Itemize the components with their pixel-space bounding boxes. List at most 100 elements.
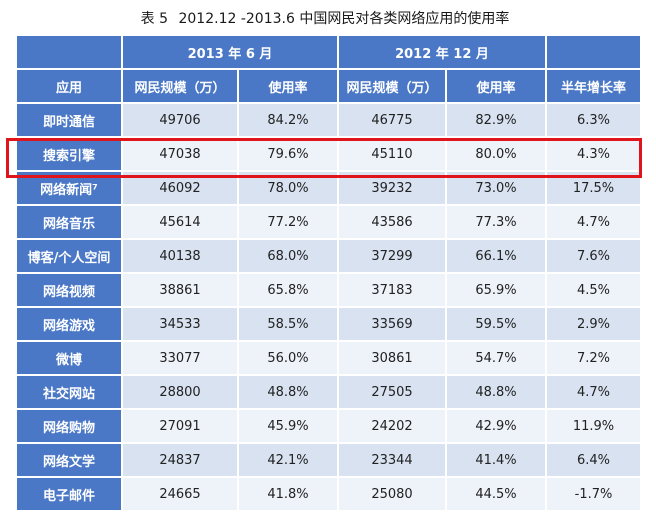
cell-users-2012: 39232 bbox=[339, 172, 445, 204]
cell-rate-2012: 41.4% bbox=[447, 444, 546, 476]
header-users-2012: 网民规模（万） bbox=[339, 70, 445, 102]
cell-users-2012: 24202 bbox=[339, 410, 445, 442]
cell-rate-2012: 54.7% bbox=[447, 342, 546, 374]
cell-growth: 17.5% bbox=[547, 172, 641, 204]
cell-users-2013: 40138 bbox=[123, 240, 237, 272]
table-row: 博客/个人空间 40138 68.0% 37299 66.1% 7.6% bbox=[17, 240, 641, 272]
cell-rate-2013: 77.2% bbox=[239, 206, 337, 238]
cell-users-2012: 45110 bbox=[339, 138, 445, 170]
cell-users-2013: 38861 bbox=[123, 274, 237, 306]
table-row: 网络音乐 45614 77.2% 43586 77.3% 4.7% bbox=[17, 206, 641, 238]
cell-growth: 4.7% bbox=[547, 376, 641, 408]
row-app-name: 搜索引擎 bbox=[17, 138, 121, 170]
header-blank-right bbox=[547, 36, 641, 68]
cell-users-2012: 37183 bbox=[339, 274, 445, 306]
table-row: 社交网站 28800 48.8% 27505 48.8% 4.7% bbox=[17, 376, 641, 408]
table-body: 即时通信 49706 84.2% 46775 82.9% 6.3% 搜索引擎 47038 79.… bbox=[17, 104, 641, 510]
cell-users-2012: 27505 bbox=[339, 376, 445, 408]
row-app-name: 网络文学 bbox=[17, 444, 121, 476]
cell-growth: 7.6% bbox=[547, 240, 641, 272]
cell-rate-2012: 42.9% bbox=[447, 410, 546, 442]
header-rate-2012: 使用率 bbox=[447, 70, 546, 102]
usage-table: 2013 年 6 月 2012 年 12 月 应用 网民规模（万） 使用率 网民… bbox=[15, 34, 642, 512]
cell-growth: -1.7% bbox=[547, 478, 641, 510]
cell-users-2012: 37299 bbox=[339, 240, 445, 272]
cell-rate-2013: 45.9% bbox=[239, 410, 337, 442]
cell-rate-2013: 41.8% bbox=[239, 478, 337, 510]
cell-rate-2012: 65.9% bbox=[447, 274, 546, 306]
cell-rate-2013: 56.0% bbox=[239, 342, 337, 374]
row-app-name: 社交网站 bbox=[17, 376, 121, 408]
cell-growth: 6.3% bbox=[547, 104, 641, 136]
cell-rate-2013: 84.2% bbox=[239, 104, 337, 136]
cell-growth: 4.7% bbox=[547, 206, 641, 238]
cell-users-2012: 33569 bbox=[339, 308, 445, 340]
cell-users-2013: 34533 bbox=[123, 308, 237, 340]
cell-rate-2012: 73.0% bbox=[447, 172, 546, 204]
header-period-2013: 2013 年 6 月 bbox=[123, 36, 337, 68]
cell-users-2013: 33077 bbox=[123, 342, 237, 374]
cell-rate-2013: 42.1% bbox=[239, 444, 337, 476]
cell-users-2012: 46775 bbox=[339, 104, 445, 136]
header-users-2013: 网民规模（万） bbox=[123, 70, 237, 102]
header-period-2012: 2012 年 12 月 bbox=[339, 36, 546, 68]
cell-rate-2013: 79.6% bbox=[239, 138, 337, 170]
row-app-name: 网络视频 bbox=[17, 274, 121, 306]
row-app-name: 网络游戏 bbox=[17, 308, 121, 340]
cell-rate-2013: 58.5% bbox=[239, 308, 337, 340]
header-row-columns: 应用 网民规模（万） 使用率 网民规模（万） 使用率 半年增长率 bbox=[17, 70, 641, 102]
table-row: 微博 33077 56.0% 30861 54.7% 7.2% bbox=[17, 342, 641, 374]
cell-rate-2013: 68.0% bbox=[239, 240, 337, 272]
table-row: 网络购物 27091 45.9% 24202 42.9% 11.9% bbox=[17, 410, 641, 442]
table-row: 电子邮件 24665 41.8% 25080 44.5% -1.7% bbox=[17, 478, 641, 510]
cell-users-2013: 45614 bbox=[123, 206, 237, 238]
cell-rate-2012: 80.0% bbox=[447, 138, 546, 170]
header-app: 应用 bbox=[17, 70, 121, 102]
table-title: 2012.12 -2013.6 中国网民对各类网络应用的使用率 bbox=[178, 11, 510, 27]
cell-users-2012: 25080 bbox=[339, 478, 445, 510]
header-blank bbox=[17, 36, 121, 68]
cell-growth: 6.4% bbox=[547, 444, 641, 476]
cell-rate-2013: 48.8% bbox=[239, 376, 337, 408]
cell-rate-2013: 65.8% bbox=[239, 274, 337, 306]
table-row: 即时通信 49706 84.2% 46775 82.9% 6.3% bbox=[17, 104, 641, 136]
cell-rate-2012: 59.5% bbox=[447, 308, 546, 340]
table-number: 表 5 bbox=[140, 11, 169, 27]
table-row: 搜索引擎 47038 79.6% 45110 80.0% 4.3% bbox=[17, 138, 641, 170]
cell-growth: 4.3% bbox=[547, 138, 641, 170]
cell-rate-2013: 78.0% bbox=[239, 172, 337, 204]
cell-growth: 2.9% bbox=[547, 308, 641, 340]
row-app-name: 电子邮件 bbox=[17, 478, 121, 510]
cell-users-2013: 28800 bbox=[123, 376, 237, 408]
table-row: 网络游戏 34533 58.5% 33569 59.5% 2.9% bbox=[17, 308, 641, 340]
row-app-name: 博客/个人空间 bbox=[17, 240, 121, 272]
cell-users-2013: 24837 bbox=[123, 444, 237, 476]
cell-users-2013: 27091 bbox=[123, 410, 237, 442]
cell-users-2013: 24665 bbox=[123, 478, 237, 510]
cell-users-2013: 46092 bbox=[123, 172, 237, 204]
table-row: 网络视频 38861 65.8% 37183 65.9% 4.5% bbox=[17, 274, 641, 306]
cell-growth: 7.2% bbox=[547, 342, 641, 374]
table-row: 网络新闻⁷ 46092 78.0% 39232 73.0% 17.5% bbox=[17, 172, 641, 204]
cell-users-2013: 49706 bbox=[123, 104, 237, 136]
table-row: 网络文学 24837 42.1% 23344 41.4% 6.4% bbox=[17, 444, 641, 476]
cell-rate-2012: 48.8% bbox=[447, 376, 546, 408]
header-row-periods: 2013 年 6 月 2012 年 12 月 bbox=[17, 36, 641, 68]
header-growth: 半年增长率 bbox=[547, 70, 641, 102]
cell-growth: 4.5% bbox=[547, 274, 641, 306]
cell-rate-2012: 77.3% bbox=[447, 206, 546, 238]
cell-rate-2012: 44.5% bbox=[447, 478, 546, 510]
cell-users-2013: 47038 bbox=[123, 138, 237, 170]
cell-rate-2012: 66.1% bbox=[447, 240, 546, 272]
cell-users-2012: 30861 bbox=[339, 342, 445, 374]
cell-users-2012: 23344 bbox=[339, 444, 445, 476]
row-app-name: 微博 bbox=[17, 342, 121, 374]
row-app-name: 即时通信 bbox=[17, 104, 121, 136]
header-rate-2013: 使用率 bbox=[239, 70, 337, 102]
row-app-name: 网络音乐 bbox=[17, 206, 121, 238]
table-caption: 表 5 2012.12 -2013.6 中国网民对各类网络应用的使用率 bbox=[0, 8, 656, 28]
row-app-name: 网络购物 bbox=[17, 410, 121, 442]
cell-growth: 11.9% bbox=[547, 410, 641, 442]
cell-users-2012: 43586 bbox=[339, 206, 445, 238]
row-app-name: 网络新闻⁷ bbox=[17, 172, 121, 204]
